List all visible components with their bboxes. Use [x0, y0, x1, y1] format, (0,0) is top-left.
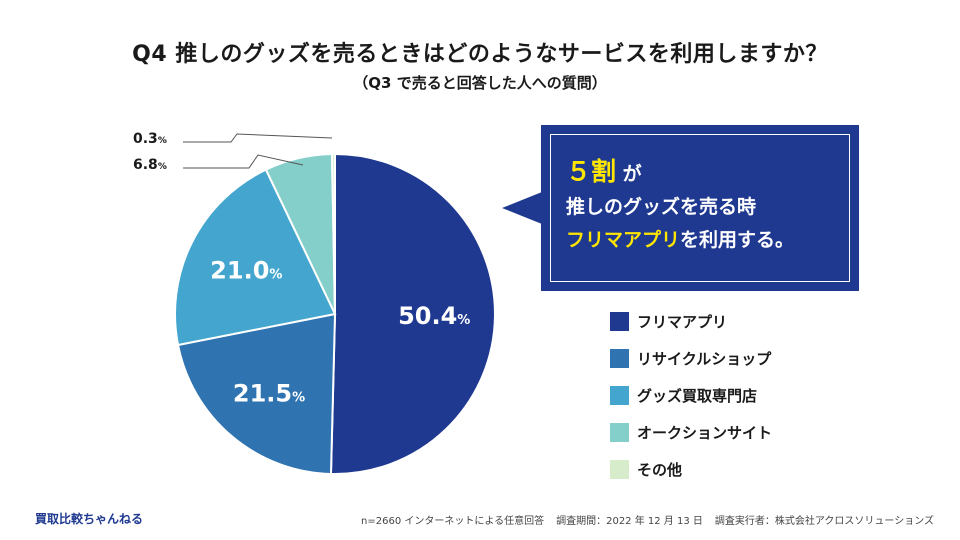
leader-line	[183, 154, 304, 169]
callout-highlight-service: フリマアプリ	[566, 229, 681, 251]
legend-label: リサイクルショップ	[637, 349, 772, 368]
legend-label: その他	[637, 460, 683, 479]
legend-item: フリマアプリ	[610, 311, 772, 331]
callout-border	[550, 134, 850, 282]
pie-slice-3	[174, 168, 337, 347]
legend-swatch	[610, 459, 629, 479]
slice-value-label: 21.0%	[210, 257, 282, 285]
legend: フリマアプリ リサイクルショップ グッズ買取専門店 オークションサイト その他	[610, 311, 773, 497]
legend-swatch	[610, 311, 629, 331]
pie-slice-1	[329, 152, 496, 475]
sample-note: n=2660 インターネットによる任意回答	[361, 516, 545, 527]
callout-pointer	[502, 192, 542, 224]
callout-line-1-suffix: が	[622, 163, 642, 185]
survey-organizer: 調査実行者：株式会社アクロスソリューションズ	[714, 516, 934, 527]
callout-line-1: ５割 が	[566, 155, 794, 191]
chart-subtitle: （Q3 で売ると回答した人への質問）	[353, 74, 607, 92]
legend-item: オークションサイト	[610, 422, 773, 442]
legend-label: グッズ買取専門店	[637, 386, 758, 405]
legend-label: オークションサイト	[637, 423, 773, 442]
chart-title: Q4 推しのグッズを売るときはどのようなサービスを利用しますか？	[132, 42, 828, 67]
callout-highlight-number: ５割	[566, 157, 617, 186]
legend-item: リサイクルショップ	[610, 348, 772, 368]
callout-line-3-suffix: を利用する。	[680, 229, 795, 251]
callout-line-3: フリマアプリを利用する。	[566, 224, 794, 257]
pie-slice-5	[330, 152, 336, 315]
legend-swatch	[610, 348, 629, 368]
legend-swatch	[610, 422, 629, 442]
slice-value-label: 0.3%	[133, 131, 167, 147]
slice-value-label: 6.8%	[133, 157, 167, 173]
legend-label: フリマアプリ	[637, 312, 728, 331]
leader-line	[183, 133, 333, 143]
survey-period: 調査期間：2022 年 12 月 13 日	[556, 516, 703, 527]
legend-swatch	[610, 385, 629, 405]
legend-item: その他	[610, 459, 772, 479]
brand-name: 買取比較ちゃんねる	[35, 512, 144, 526]
callout-box: ５割 が 推しのグッズを売る時 フリマアプリを利用する。	[541, 125, 859, 291]
survey-footnote: n=2660 インターネットによる任意回答 調査期間：2022 年 12 月 13…	[361, 512, 934, 527]
callout-line-2: 推しのグッズを売る時	[566, 196, 757, 218]
pie-slice-2	[176, 312, 337, 475]
legend-item: グッズ買取専門店	[610, 385, 772, 405]
callout-text: ５割 が 推しのグッズを売る時 フリマアプリを利用する。	[566, 155, 794, 257]
